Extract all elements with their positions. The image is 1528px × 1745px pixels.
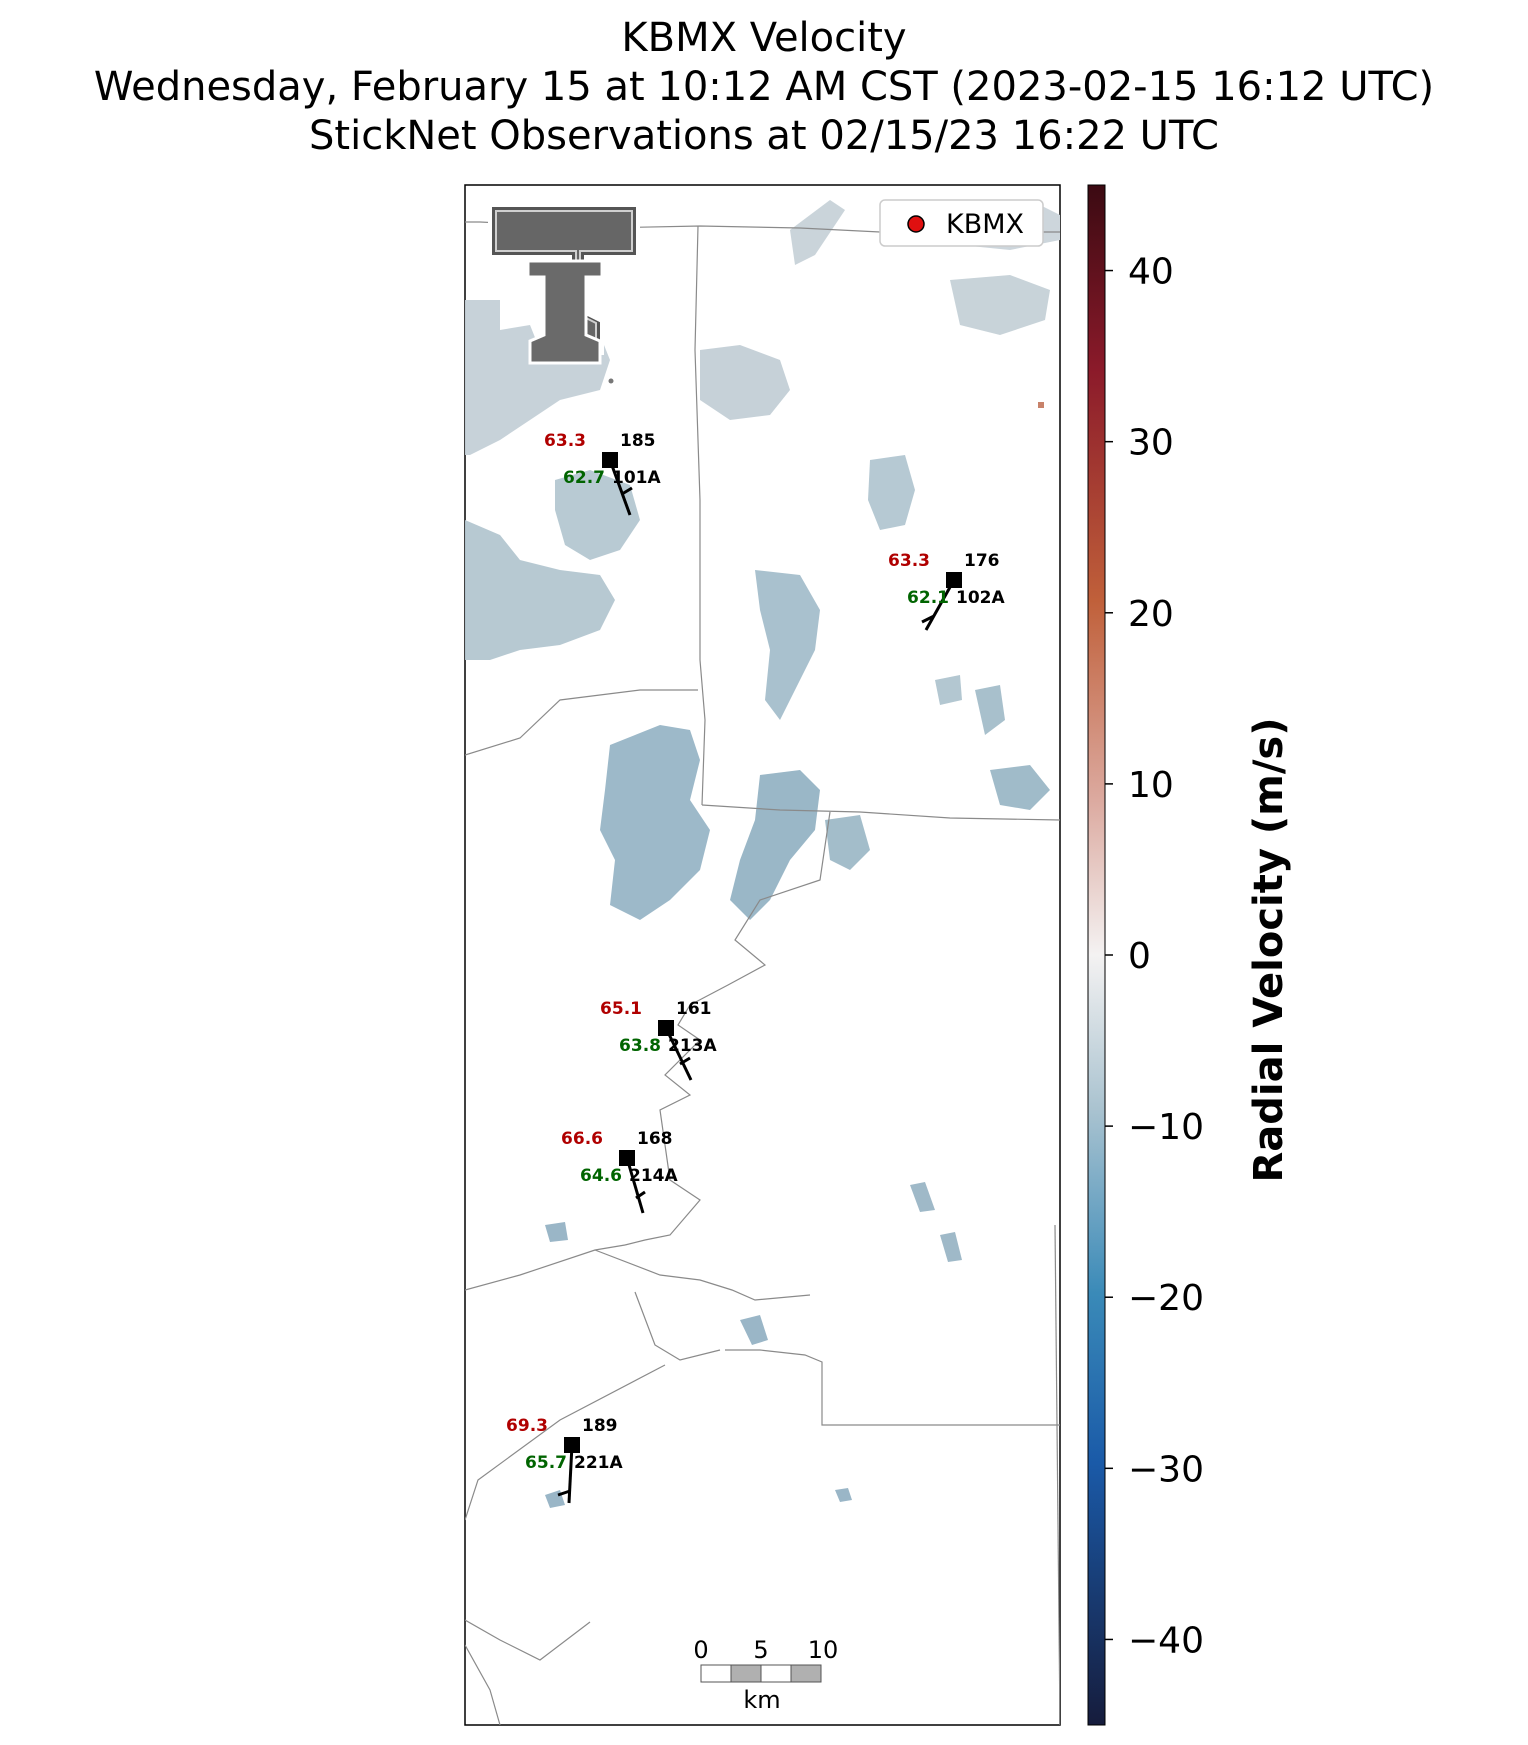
station-pressure: 168 <box>637 1129 673 1149</box>
station-101A: 63.3 185 62.7 101A <box>544 431 661 516</box>
echo-102a-cell <box>868 455 915 530</box>
colorbar-label: Radial Velocity (m/s) <box>1246 717 1292 1182</box>
scale-label-5: 5 <box>753 1636 768 1664</box>
echo-small-s1 <box>740 1315 768 1345</box>
echo-north-streak <box>790 200 845 265</box>
station-id: 102A <box>956 588 1005 608</box>
legend: KBMX <box>879 199 1044 247</box>
colorbar-tick-label: −30 <box>1128 1449 1204 1490</box>
station-dewpoint: 65.7 <box>525 1453 567 1473</box>
colorbar-tick-label: 30 <box>1128 423 1174 464</box>
colorbar: 40 30 20 10 0 −10 −20 −30 −40 Radial Velocity (m… <box>1087 184 1292 1726</box>
colorbar-tick-label: −10 <box>1128 1107 1204 1148</box>
station-102A: 63.3 176 62.1 102A <box>888 551 1005 631</box>
station-marker <box>602 452 618 468</box>
map-panel <box>464 184 1061 1726</box>
radar-echoes <box>465 200 1060 1508</box>
wind-barb-flag <box>679 1056 691 1066</box>
echo-101a-cell <box>555 470 640 560</box>
station-id: 101A <box>612 468 661 488</box>
title-observations: StickNet Observations at 02/15/23 16:22 … <box>309 113 1219 159</box>
wind-barb-shaft <box>608 459 632 516</box>
colorbar-tick-label: 20 <box>1128 594 1174 635</box>
wind-barb-flag <box>621 486 633 496</box>
station-marker <box>564 1437 580 1453</box>
station-temperature: 66.6 <box>561 1129 603 1149</box>
station-dewpoint: 64.6 <box>580 1166 622 1186</box>
wind-barb-shaft <box>567 1444 574 1504</box>
echo-east-1 <box>825 815 870 870</box>
station-temperature: 63.3 <box>888 551 930 571</box>
station-id: 213A <box>668 1036 717 1056</box>
station-221A: 69.3 189 65.7 221A <box>506 1416 623 1504</box>
echo-central-cell <box>755 570 820 720</box>
map-content: 63.3 185 62.7 101A 63.3 176 62.1 102A 65.1 161 63.… <box>465 200 1060 1725</box>
echo-nw-band-2 <box>465 520 615 660</box>
scale-label-10: 10 <box>808 1636 839 1664</box>
legend-label: KBMX <box>946 209 1024 240</box>
wind-barb-flag <box>635 1190 646 1200</box>
echo-central-south <box>600 725 710 920</box>
station-marker <box>619 1150 635 1166</box>
station-temperature: 65.1 <box>600 999 642 1019</box>
station-213A: 65.1 161 63.8 213A <box>600 999 717 1081</box>
echo-northeast-2 <box>950 275 1050 335</box>
station-dewpoint: 62.7 <box>563 468 605 488</box>
echo-north-central <box>700 345 790 420</box>
station-pressure: 161 <box>676 999 712 1019</box>
title-radar: KBMX Velocity <box>621 15 907 61</box>
station-temperature: 63.3 <box>544 431 586 451</box>
station-marker <box>658 1020 674 1036</box>
wind-barb-shaft <box>664 1027 693 1081</box>
station-214A: 66.6 168 64.6 214A <box>561 1129 678 1214</box>
title-datetime: Wednesday, February 15 at 10:12 AM CST (… <box>93 64 1435 110</box>
station-temperature: 69.3 <box>506 1416 548 1436</box>
colorbar-ticks: 40 30 20 10 0 −10 −20 −30 −40 <box>1105 252 1204 1661</box>
legend-box <box>879 199 1044 247</box>
echo-east-2 <box>990 765 1050 810</box>
station-dewpoint: 63.8 <box>619 1036 661 1056</box>
echo-center-right <box>730 770 820 920</box>
station-pressure: 176 <box>964 551 1000 571</box>
station-id: 221A <box>574 1453 623 1473</box>
echo-east-4 <box>935 675 962 705</box>
ttu-logo <box>488 203 640 384</box>
station-marker <box>946 572 962 588</box>
wind-barb-shaft <box>625 1157 645 1214</box>
echo-east-3 <box>975 685 1005 735</box>
wind-barb-flag <box>921 614 935 624</box>
station-id: 214A <box>629 1166 678 1186</box>
wind-barb-flag <box>557 1489 571 1497</box>
colorbar-gradient <box>1087 184 1106 1726</box>
colorbar-tick-label: −40 <box>1128 1620 1204 1661</box>
scale-unit: km <box>743 1686 780 1714</box>
echo-red-pixel <box>1038 402 1044 408</box>
echo-small-se1 <box>910 1182 935 1212</box>
station-pressure: 185 <box>620 431 656 451</box>
colorbar-tick-label: −20 <box>1128 1278 1204 1319</box>
kbmx-marker-icon <box>907 215 925 233</box>
scale-label-0: 0 <box>693 1636 708 1664</box>
scale-bar: 0 5 10 km <box>693 1636 838 1714</box>
colorbar-tick-label: 40 <box>1128 252 1174 293</box>
wind-barb-shaft <box>924 579 956 631</box>
echo-small-sw <box>545 1222 568 1242</box>
echo-small-se2 <box>940 1232 962 1262</box>
station-pressure: 189 <box>582 1416 618 1436</box>
echo-small-s3 <box>835 1488 852 1502</box>
colorbar-tick-label: 10 <box>1128 765 1174 806</box>
colorbar-tick-label: 0 <box>1128 936 1151 977</box>
stations-layer: 63.3 185 62.7 101A 63.3 176 62.1 102A 65.1 161 63.… <box>506 431 1005 1504</box>
station-dewpoint: 62.1 <box>907 588 949 608</box>
